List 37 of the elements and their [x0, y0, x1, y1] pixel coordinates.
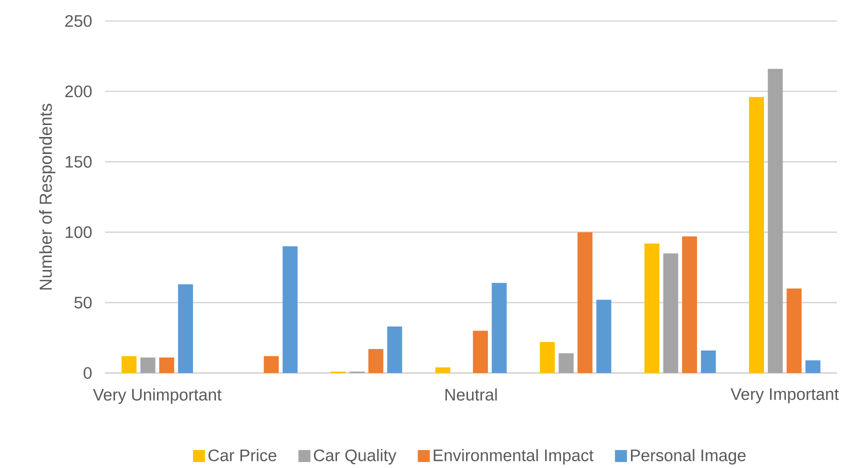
bar	[140, 357, 156, 373]
bar	[768, 68, 783, 373]
legend-label: Car Price	[208, 448, 276, 462]
bar	[596, 300, 612, 373]
x-tick-label: Very Unimportant	[92, 388, 222, 404]
bar	[805, 360, 820, 373]
y-tick-label: 0	[84, 366, 92, 379]
bar	[472, 330, 488, 373]
bar	[282, 246, 298, 373]
bar	[264, 356, 279, 373]
bar	[492, 282, 507, 373]
bar	[122, 356, 137, 373]
bar	[368, 348, 384, 373]
bar	[644, 243, 660, 373]
y-tick-label: 250	[65, 14, 92, 27]
x-tick-label: Very Important	[730, 388, 839, 404]
bar	[435, 367, 450, 373]
legend-label: Car Quality	[314, 448, 396, 464]
y-tick-label: 50	[74, 296, 92, 308]
x-tick-label: Neutral	[445, 388, 497, 400]
y-axis-title: Number of Respondents	[39, 104, 56, 290]
bar	[749, 96, 764, 373]
bar	[159, 357, 174, 373]
y-tick-label: 100	[66, 226, 92, 238]
y-tick-label: 200	[65, 85, 92, 98]
bar	[387, 326, 402, 373]
bar	[558, 353, 574, 373]
bar	[663, 253, 678, 373]
bar	[786, 288, 802, 373]
bar	[540, 342, 555, 373]
y-tick-label: 150	[66, 156, 92, 168]
bar	[178, 284, 193, 373]
bar	[578, 232, 592, 373]
legend-label: Personal Image	[630, 448, 746, 464]
legend-label: Environmental Impact	[434, 448, 594, 464]
bar	[700, 350, 716, 373]
bar	[682, 236, 698, 373]
